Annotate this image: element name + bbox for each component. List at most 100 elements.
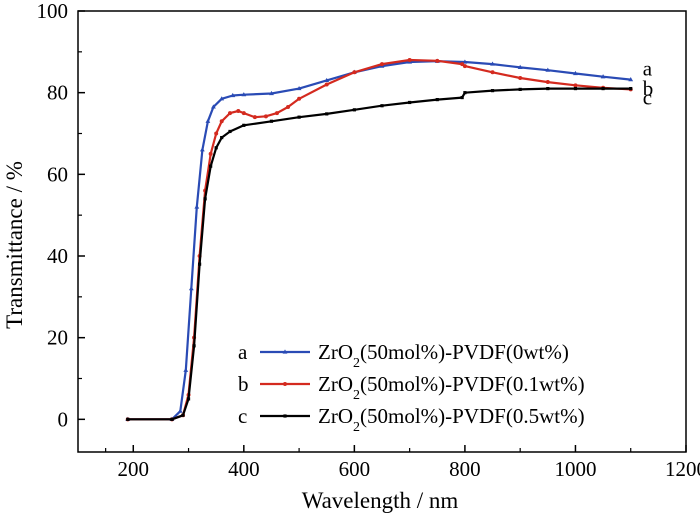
data-point-a	[219, 96, 225, 101]
legend-label-subscript: 2	[353, 388, 360, 403]
data-point-c	[463, 91, 467, 95]
data-point-a	[269, 90, 274, 96]
data-point-b	[274, 111, 279, 116]
y-tick-label: 0	[58, 407, 69, 431]
data-point-c	[269, 119, 274, 123]
data-point-b	[236, 109, 241, 114]
data-point-b	[241, 111, 246, 116]
data-point-b	[352, 70, 357, 75]
data-point-b	[380, 62, 384, 67]
data-point-b	[462, 64, 467, 69]
legend-label-part: ZrO	[318, 404, 353, 428]
legend-label-b: ZrO2(50mol%)-PVDF(0.1wt%)	[318, 372, 585, 403]
data-point-b	[228, 111, 232, 116]
legend-swatch-marker-a	[282, 349, 288, 354]
legend-swatch-marker-c	[283, 414, 287, 418]
data-point-c	[518, 87, 522, 91]
data-point-b	[219, 119, 224, 124]
data-point-a	[230, 92, 236, 98]
data-point-a	[628, 77, 634, 82]
x-tick-label: 200	[118, 457, 150, 481]
data-point-a	[241, 92, 247, 97]
data-point-b	[407, 58, 412, 62]
data-point-a	[324, 77, 330, 83]
plot-area: 20040060080010001200020406080100abcaZrO2…	[37, 0, 700, 481]
data-point-b	[263, 114, 268, 119]
data-point-a	[490, 61, 495, 66]
data-point-a	[188, 286, 194, 291]
series-end-label-b: b	[643, 76, 654, 100]
data-point-c	[408, 100, 412, 105]
data-point-c	[573, 86, 578, 91]
data-point-b	[208, 151, 213, 156]
data-point-c	[601, 86, 605, 91]
y-axis-title: Transmittance / %	[2, 161, 27, 329]
data-point-a	[600, 74, 606, 79]
legend-label-part: (50mol%)-PVDF(0wt%)	[360, 340, 569, 364]
data-point-b	[252, 115, 257, 120]
legend-label-c: ZrO2(50mol%)-PVDF(0.5wt%)	[318, 404, 585, 435]
data-point-c	[242, 123, 246, 127]
legend-label-part: ZrO	[318, 372, 353, 396]
data-point-c	[325, 112, 329, 116]
data-point-c	[546, 86, 550, 91]
data-point-c	[380, 104, 384, 108]
y-tick-label: 40	[47, 244, 68, 268]
x-tick-label: 1000	[554, 457, 596, 481]
data-point-b	[460, 62, 465, 67]
data-point-b	[490, 70, 495, 75]
data-point-a	[296, 85, 302, 91]
y-axis-title-group: Transmittance / %	[2, 161, 27, 329]
data-point-c	[435, 98, 439, 102]
x-tick-label: 800	[449, 457, 481, 481]
legend-label-subscript: 2	[353, 356, 360, 371]
y-tick-label: 60	[47, 162, 68, 186]
data-point-b	[324, 82, 329, 87]
data-point-b	[435, 58, 440, 63]
x-tick-label: 600	[339, 457, 371, 481]
data-point-c	[214, 146, 218, 150]
legend-label-subscript: 2	[353, 420, 360, 435]
data-point-c	[209, 164, 213, 168]
x-tick-label: 400	[228, 457, 260, 481]
legend-swatch-marker-b	[283, 382, 287, 386]
data-point-a	[573, 70, 578, 76]
data-point-c	[352, 108, 356, 112]
data-point-c	[203, 197, 207, 201]
data-point-b	[518, 75, 523, 80]
x-axis-title: Wavelength / nm	[302, 488, 459, 513]
data-point-c	[220, 135, 224, 140]
data-point-b	[297, 96, 302, 101]
legend-key-b: b	[238, 372, 249, 396]
data-point-a	[199, 147, 205, 152]
data-point-b	[545, 80, 550, 85]
y-tick-label: 100	[37, 0, 69, 23]
legend-key-a: a	[238, 340, 248, 364]
y-tick-label: 80	[47, 81, 68, 105]
data-point-c	[460, 95, 464, 100]
data-point-b	[286, 104, 291, 109]
data-point-c	[126, 417, 130, 421]
legend-label-part: (50mol%)-PVDF(0.5wt%)	[360, 404, 585, 428]
data-point-c	[228, 129, 232, 134]
data-point-c	[170, 417, 174, 421]
data-point-a	[205, 118, 211, 123]
legend-label-part: (50mol%)-PVDF(0.1wt%)	[360, 372, 585, 396]
data-point-c	[297, 115, 301, 119]
series-line-a	[127, 60, 631, 421]
legend-label-a: ZrO2(50mol%)-PVDF(0wt%)	[318, 340, 569, 371]
data-point-a	[177, 408, 183, 413]
series-end-label-a: a	[643, 57, 653, 81]
plot-frame	[77, 10, 687, 453]
data-point-c	[629, 86, 633, 91]
data-point-c	[186, 397, 191, 401]
data-point-a	[211, 104, 216, 109]
data-point-a	[183, 367, 189, 372]
data-point-a	[545, 67, 551, 72]
data-point-b	[214, 131, 219, 136]
data-point-c	[181, 413, 185, 417]
y-tick-label: 20	[47, 326, 68, 350]
legend-key-c: c	[238, 404, 247, 428]
